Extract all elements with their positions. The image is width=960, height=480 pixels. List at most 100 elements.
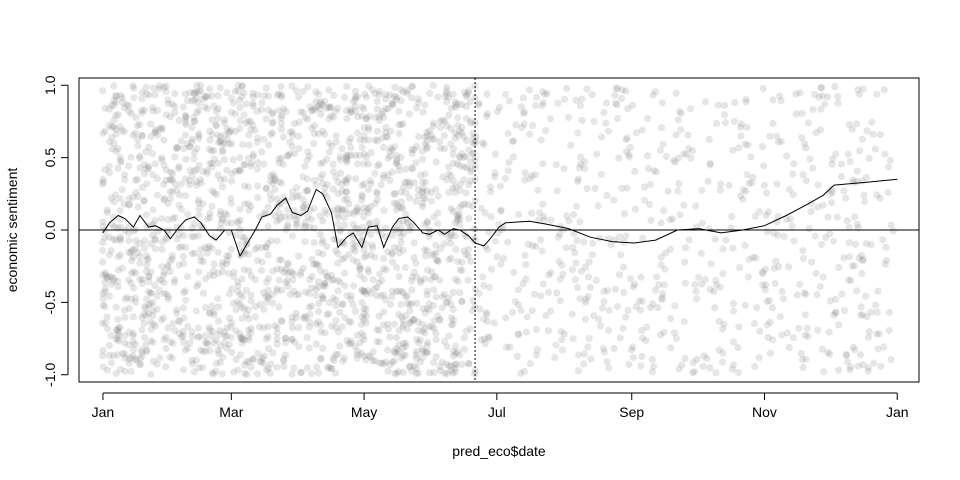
- scatter-point: [293, 184, 301, 192]
- scatter-point: [257, 266, 266, 275]
- scatter-point: [210, 267, 218, 275]
- scatter-point: [210, 233, 218, 241]
- scatter-point: [273, 217, 281, 225]
- scatter-point: [338, 205, 346, 213]
- scatter-point: [462, 189, 470, 197]
- scatter-point: [223, 211, 231, 219]
- scatter-point: [406, 301, 414, 309]
- scatter-point: [225, 269, 233, 278]
- scatter-point: [610, 345, 618, 353]
- scatter-point: [134, 249, 142, 257]
- scatter-point: [458, 297, 466, 306]
- scatter-point: [244, 117, 252, 125]
- scatter-point: [145, 273, 153, 281]
- scatter-point: [491, 237, 499, 245]
- scatter-point: [887, 221, 895, 229]
- scatter-point: [626, 143, 634, 152]
- scatter-point: [357, 320, 366, 328]
- scatter-point: [447, 125, 455, 133]
- scatter-point: [341, 176, 349, 184]
- scatter-point: [804, 332, 812, 341]
- scatter-point: [824, 93, 832, 101]
- scatter-point: [393, 152, 401, 160]
- scatter-point: [323, 363, 331, 372]
- scatter-point: [234, 282, 242, 290]
- scatter-point: [193, 282, 201, 290]
- scatter-point: [131, 176, 139, 184]
- scatter-point: [236, 216, 244, 224]
- scatter-point: [317, 328, 325, 336]
- scatter-point: [538, 101, 546, 109]
- scatter-point: [382, 95, 390, 103]
- scatter-point: [192, 356, 200, 364]
- scatter-point: [323, 310, 331, 318]
- scatter-point: [390, 190, 398, 198]
- scatter-point: [338, 300, 346, 308]
- x-tick-label: Mar: [219, 404, 243, 420]
- scatter-point: [262, 184, 270, 192]
- scatter-point: [762, 281, 770, 289]
- scatter-point: [108, 220, 116, 228]
- scatter-point: [792, 110, 800, 118]
- scatter-point: [872, 301, 880, 309]
- scatter-point: [583, 85, 591, 93]
- scatter-point: [332, 173, 340, 181]
- scatter-point: [99, 175, 107, 183]
- scatter-point: [835, 366, 843, 374]
- scatter-point: [114, 266, 123, 274]
- scatter-point: [149, 307, 157, 315]
- scatter-point: [278, 286, 286, 294]
- scatter-point: [631, 167, 639, 175]
- scatter-point: [130, 284, 138, 292]
- scatter-point: [247, 325, 255, 333]
- scatter-point: [244, 183, 252, 191]
- scatter-point: [848, 125, 856, 133]
- scatter-point: [190, 167, 198, 175]
- scatter-point: [410, 315, 418, 323]
- scatter-point: [618, 95, 626, 103]
- scatter-point: [770, 264, 778, 272]
- scatter-point: [109, 352, 118, 360]
- scatter-point: [140, 196, 148, 204]
- scatter-point: [443, 176, 451, 184]
- scatter-point: [302, 201, 310, 209]
- scatter-point: [183, 272, 191, 281]
- scatter-point: [280, 268, 288, 276]
- scatter-point: [552, 161, 560, 169]
- scatter-point: [428, 323, 436, 331]
- scatter-point: [312, 88, 320, 96]
- scatter-point: [737, 120, 746, 128]
- scatter-point: [456, 203, 464, 211]
- scatter-point: [440, 290, 448, 298]
- scatter-point: [701, 98, 710, 106]
- scatter-point: [442, 299, 451, 307]
- scatter-point: [132, 269, 140, 277]
- scatter-point: [711, 304, 719, 312]
- scatter-point: [707, 260, 715, 268]
- scatter-point: [443, 83, 451, 91]
- scatter-point: [264, 106, 272, 114]
- scatter-point: [605, 306, 613, 314]
- scatter-point: [602, 119, 610, 127]
- scatter-point: [132, 356, 140, 364]
- scatter-point: [638, 352, 646, 361]
- scatter-point: [848, 262, 856, 270]
- scatter-point: [182, 155, 190, 163]
- scatter-point: [206, 127, 214, 135]
- scatter-point: [462, 233, 471, 241]
- scatter-point: [101, 269, 109, 277]
- scatter-point: [310, 106, 318, 114]
- scatter-point: [401, 263, 409, 272]
- scatter-point: [329, 294, 337, 302]
- scatter-point: [347, 108, 355, 116]
- scatter-point: [384, 133, 392, 141]
- scatter-point: [763, 228, 771, 236]
- scatter-point: [429, 81, 437, 89]
- scatter-point: [288, 336, 296, 344]
- scatter-point: [884, 188, 892, 196]
- scatter-point: [486, 183, 495, 191]
- scatter-point: [449, 207, 457, 215]
- scatter-point: [391, 189, 399, 198]
- scatter-point: [590, 312, 598, 320]
- scatter-point: [824, 213, 832, 221]
